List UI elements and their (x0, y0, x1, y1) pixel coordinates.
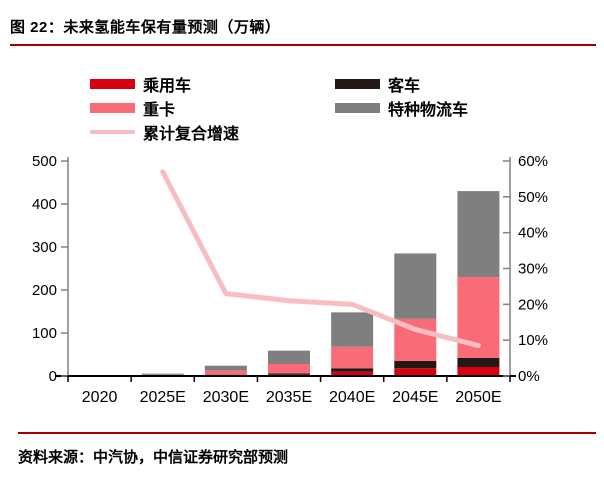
cagr-line (160, 169, 481, 349)
bar-segment-乘用车 (457, 366, 500, 376)
bar-segment-重卡 (204, 370, 247, 375)
bar-segment-特种物流车 (394, 253, 437, 319)
bar-segment-特种物流车 (331, 312, 374, 347)
legend-color-swatch (90, 103, 135, 113)
x-axis-category-label: 2050E (455, 389, 501, 406)
right-axis-tick-label: 0% (518, 368, 540, 385)
legend-item: 乘用车 (90, 76, 191, 95)
legend-item: 客车 (335, 76, 420, 95)
legend-line-swatch (90, 130, 135, 134)
right-axis-tick-label: 50% (518, 189, 548, 206)
right-axis-tick-label: 40% (518, 225, 548, 242)
legend-color-swatch (90, 79, 135, 89)
legend-label: 客车 (388, 78, 421, 95)
bar-segment-客车 (268, 373, 310, 375)
left-axis-tick-label: 300 (32, 239, 57, 256)
left-axis-tick-label: 100 (32, 325, 57, 342)
bar-segment-重卡 (331, 346, 374, 369)
legend-label: 乘用车 (143, 78, 192, 95)
x-axis-category-label: 2045E (392, 389, 438, 406)
legend-item: 特种物流车 (335, 100, 468, 119)
title-divider-rule (10, 44, 596, 46)
bar-segment-客车 (457, 357, 500, 367)
source-note: 资料来源：中汽协，中信证券研究部预测 (18, 449, 289, 466)
legend-color-swatch (335, 79, 380, 89)
legend-label: 特种物流车 (388, 102, 469, 119)
bar-segment-特种物流车 (141, 373, 184, 375)
right-axis-tick-label: 20% (518, 296, 548, 313)
right-axis-tick-label: 10% (518, 332, 548, 349)
x-axis-category-label: 2020 (82, 389, 118, 406)
left-axis-tick-label: 400 (32, 196, 57, 213)
chart-legend: 乘用车 客车重卡 特种物流车累计复合增速 (0, 0, 604, 150)
bar-segment-客车 (394, 360, 437, 369)
bar-segment-特种物流车 (457, 191, 500, 278)
x-axis-category-label: 2040E (329, 389, 375, 406)
legend-label: 累计复合增速 (143, 126, 240, 143)
bar-segment-特种物流车 (268, 350, 310, 364)
left-axis-tick-label: 0 (49, 368, 57, 385)
x-axis-category-label: 2030E (203, 389, 249, 406)
x-axis-category-label: 2025E (140, 389, 186, 406)
legend-label: 重卡 (143, 102, 176, 119)
footer-divider-rule (18, 432, 596, 434)
left-axis-tick-label: 200 (32, 282, 57, 299)
bar-segment-特种物流车 (204, 365, 247, 371)
bar-segment-重卡 (268, 363, 310, 374)
bar-segment-客车 (331, 368, 374, 372)
figure-title: 图 22：未来氢能车保有量预测（万辆） (10, 19, 281, 36)
legend-item: 重卡 (90, 100, 175, 119)
right-axis-tick-label: 60% (518, 153, 548, 170)
x-axis-category-label: 2035E (266, 389, 312, 406)
right-axis-tick-label: 30% (518, 261, 548, 278)
bar-segment-乘用车 (331, 371, 374, 376)
legend-color-swatch (335, 103, 380, 113)
legend-item: 累计复合增速 (90, 124, 239, 143)
left-axis-tick-label: 500 (32, 153, 57, 170)
bar-segment-乘用车 (394, 368, 437, 376)
